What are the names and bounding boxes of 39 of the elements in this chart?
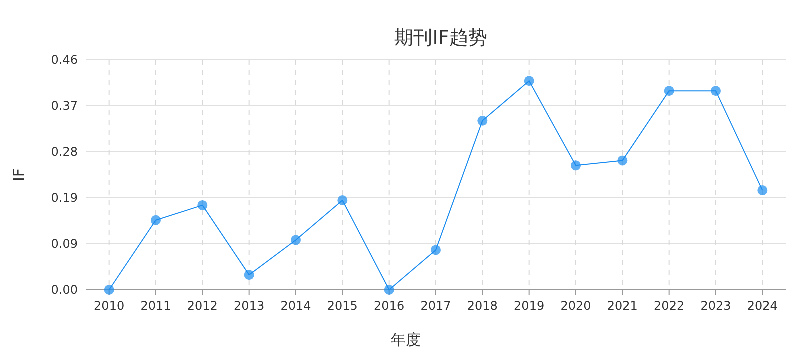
point [711,86,721,96]
y-tick-label: 0.37 [51,99,78,113]
y-tick-label: 0.00 [51,283,78,297]
y-tick-label: 0.46 [51,53,78,67]
x-tick-label: 2017 [420,299,452,313]
point [244,270,254,280]
point [291,235,301,246]
y-axis-title: IF [10,168,28,182]
x-tick-label: 2010 [94,299,125,313]
x-tick-label: 2015 [327,299,358,313]
y-tick-label: 0.19 [51,191,78,205]
x-tick-label: 2012 [187,299,218,313]
chart-title: 期刊IF趋势 [394,27,488,49]
point [758,186,768,196]
x-tick-label: 2024 [747,299,778,313]
x-tick-label: 2019 [514,299,545,313]
point [618,156,628,166]
x-tick-label: 2014 [280,299,312,313]
point [524,76,534,86]
point [338,195,348,206]
x-tick-label: 2011 [140,299,172,313]
x-axis-title: 年度 [391,331,421,349]
y-tick-label: 0.09 [51,237,78,251]
point [431,245,441,256]
x-tick-label: 2021 [607,299,638,313]
x-tick-label: 2018 [467,299,498,313]
x-tick-label: 2016 [374,299,405,313]
x-tick-label: 2022 [654,299,685,313]
point [384,285,394,295]
point [664,86,674,96]
point [198,200,208,210]
x-tick-label: 2020 [560,299,592,313]
point [478,116,488,126]
x-tick-label: 2013 [234,299,265,313]
y-tick-label: 0.28 [51,145,78,159]
point [151,215,161,226]
point [104,285,114,295]
point [571,160,581,171]
x-tick-label: 2023 [700,299,732,313]
